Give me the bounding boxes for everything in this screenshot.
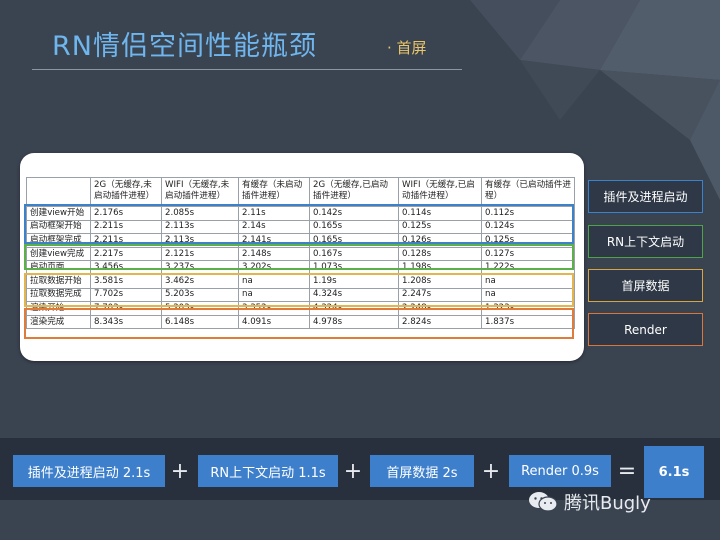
plus-sign-2: + (343, 458, 363, 484)
plus-sign-3: + (481, 458, 501, 484)
plugin-phase-highlight (24, 204, 574, 244)
equals-sign: = (617, 458, 637, 484)
context-phase-highlight (24, 244, 574, 270)
table-row: 启动框架开始 2.211s 2.113s 2.14s 0.165s 0.125s 0.124… (26, 219, 575, 235)
table-header-row: 2G（无缓存,未启动插件进程） WIFI（无缓存,未启动插件进程） 有缓存（未启动插… (26, 177, 575, 207)
table-header-cell: 有缓存（未启动插件进程） (238, 177, 310, 207)
table-row: 拉取数据完成 7.702s 5.203s na 4.324s 2.247s na (26, 287, 575, 303)
table-row: 启动页面 3.456s 3.237s 3.202s 1.073s 1.198s 1.222s (26, 260, 575, 275)
summary-data: 首屏数据 2s (370, 455, 474, 487)
wechat-icon (529, 492, 558, 512)
brand-name: 腾讯Bugly (564, 493, 651, 514)
phase-context-label: RN上下文启动 (588, 225, 703, 258)
table-header-cell: WIFI（无缓存,已启动插件进程） (398, 177, 482, 207)
summary-context: RN上下文启动 1.1s (198, 455, 338, 487)
timing-table-card: 2G（无缓存,未启动插件进程） WIFI（无缓存,未启动插件进程） 有缓存（未启动插… (20, 153, 584, 361)
page-title: RN情侣空间性能瓶颈 (52, 31, 317, 62)
page-subtitle: · 首屏 (387, 39, 427, 57)
summary-render: Render 0.9s (509, 455, 611, 487)
table-header-cell: 2G（无缓存,未启动插件进程） (90, 177, 162, 207)
table-header-cell (26, 177, 91, 207)
table-cell: 4.978s (309, 314, 399, 330)
render-phase-highlight (24, 308, 574, 339)
summary-plugin: 插件及进程启动 2.1s (13, 455, 165, 487)
table-header-cell: WIFI（无缓存,未启动插件进程） (161, 177, 239, 207)
table-row: 拉取数据开始 3.581s 3.462s na 1.19s 1.208s na (26, 273, 575, 289)
plus-sign-1: + (170, 458, 190, 484)
title-divider (32, 69, 462, 70)
table-row: 创建view开始 2.176s 2.085s 2.11s 0.142s 0.114s 0.1… (26, 206, 575, 221)
table-row: 渲染完成 8.343s 6.148s 4.091s 4.978s 2.824s 1.837s (26, 314, 575, 330)
phase-data-label: 首屏数据 (588, 269, 703, 302)
data-phase-highlight (24, 273, 574, 307)
brand-watermark: 腾讯Bugly (528, 490, 651, 514)
phase-plugin-label: 插件及进程启动 (588, 180, 703, 213)
timing-table: 2G（无缓存,未启动插件进程） WIFI（无缓存,未启动插件进程） 有缓存（未启动插… (26, 177, 575, 330)
table-header-cell: 2G（无缓存,已启动插件进程） (309, 177, 399, 207)
table-cell: 1.837s (481, 314, 575, 330)
phase-render-label: Render (588, 313, 703, 346)
summary-total: 6.1s (644, 446, 704, 498)
table-header-cell: 有缓存（已启动插件进程） (481, 177, 575, 207)
